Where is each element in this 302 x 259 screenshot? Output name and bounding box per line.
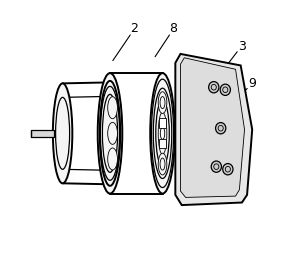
Ellipse shape — [150, 73, 175, 193]
Ellipse shape — [108, 97, 117, 119]
Ellipse shape — [223, 164, 233, 175]
Text: 9: 9 — [248, 77, 256, 90]
Polygon shape — [175, 54, 252, 205]
Ellipse shape — [53, 83, 72, 183]
Ellipse shape — [98, 73, 122, 193]
Ellipse shape — [216, 123, 226, 134]
Ellipse shape — [220, 84, 230, 95]
Ellipse shape — [211, 161, 221, 172]
Ellipse shape — [158, 153, 167, 175]
Text: 3: 3 — [238, 40, 246, 53]
Ellipse shape — [100, 81, 120, 186]
Bar — [159, 118, 166, 128]
Text: 2: 2 — [130, 22, 138, 35]
Ellipse shape — [108, 148, 117, 170]
Ellipse shape — [209, 82, 219, 93]
Bar — [31, 130, 54, 137]
Text: 8: 8 — [169, 22, 177, 35]
Ellipse shape — [160, 127, 165, 139]
Ellipse shape — [158, 92, 167, 113]
Bar — [159, 139, 166, 148]
Ellipse shape — [108, 122, 117, 144]
Polygon shape — [181, 58, 245, 197]
